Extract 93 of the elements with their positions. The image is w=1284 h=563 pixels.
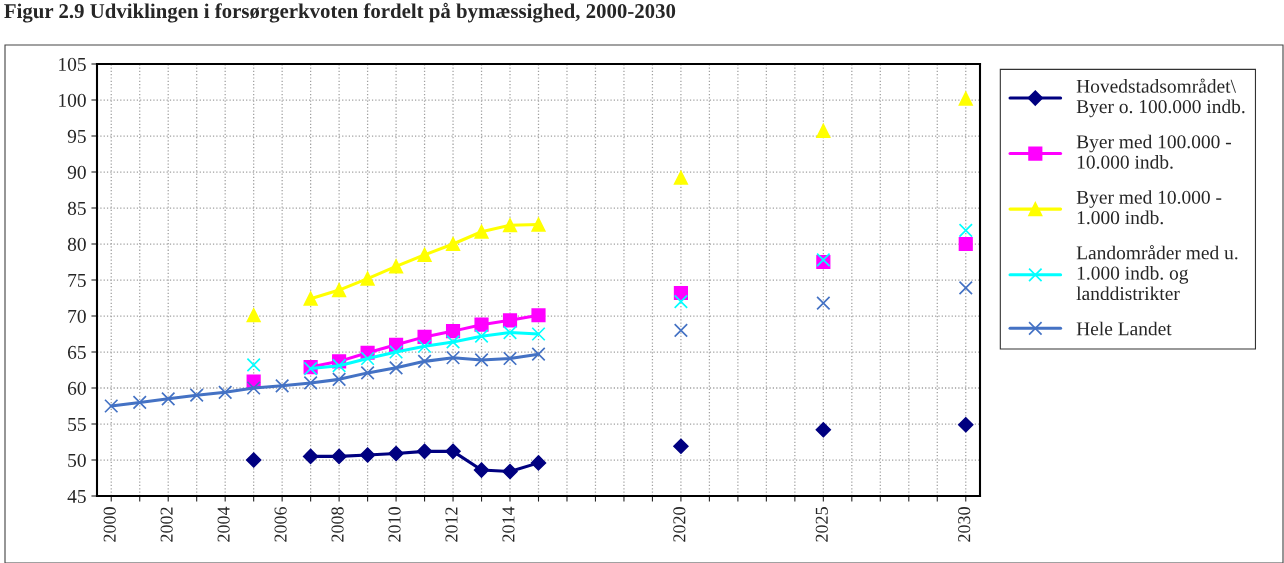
legend-label: Hele Landet (1076, 321, 1172, 336)
point (303, 291, 318, 306)
point (474, 352, 489, 368)
point (958, 417, 974, 433)
legend-label: Landområder med u. 1.000 indb. og landdistrikter (1076, 245, 1238, 301)
point (302, 448, 319, 465)
point (673, 323, 689, 338)
point (474, 317, 489, 332)
point (531, 217, 546, 232)
x-tick-label: 2014 (502, 506, 515, 542)
x-tick-label: 2010 (388, 507, 401, 542)
y-tick-label: 85 (67, 201, 86, 215)
point (815, 422, 832, 438)
point (189, 388, 204, 403)
point (502, 325, 518, 340)
x-tick-label: 2000 (103, 507, 116, 542)
point (246, 308, 261, 323)
x-tick-label: 2008 (331, 507, 344, 542)
point (417, 247, 432, 262)
legend-label: Hovedstadsområdet\ Byer o. 100.000 indb. (1076, 78, 1245, 118)
y-tick-label: 90 (67, 165, 86, 179)
point (445, 350, 461, 365)
point (445, 324, 461, 339)
point (332, 358, 347, 373)
point (445, 236, 461, 252)
point (958, 91, 973, 106)
point (388, 360, 404, 375)
point (246, 380, 261, 396)
point (502, 218, 518, 233)
point (502, 463, 518, 480)
point (958, 223, 973, 238)
x-tick-label: 2004 (217, 506, 230, 542)
point (673, 170, 689, 185)
point (445, 334, 461, 350)
point (275, 378, 290, 393)
y-tick-label: 50 (68, 453, 86, 467)
point (104, 398, 119, 414)
y-tick-label: 45 (67, 489, 86, 503)
legend-label: Byer med 100.000 - 10.000 indb. (1076, 134, 1231, 169)
point (388, 344, 404, 360)
point (473, 462, 490, 478)
point (360, 351, 375, 366)
point (531, 326, 546, 342)
legend-label: Byer med 10.000 - 1.000 indb. (1076, 190, 1222, 225)
y-tick-label: 80 (67, 237, 86, 251)
point (332, 372, 347, 387)
x-tick-label: 2002 (160, 507, 173, 542)
y-tick-label: 105 (59, 57, 86, 71)
point (531, 347, 546, 362)
point (360, 365, 375, 380)
point (531, 308, 546, 323)
chart-title: Figur 2.9 Udviklingen i forsørgerkvoten fordelt på bymæssighed, 2000-2030 (4, 2, 676, 23)
y-tick-label: 65 (67, 345, 86, 359)
point (246, 357, 261, 373)
y-tick-label: 95 (67, 129, 86, 143)
point (245, 452, 262, 468)
y-tick-label: 75 (68, 274, 86, 287)
point (360, 271, 375, 286)
point (502, 313, 518, 328)
x-tick-label: 2030 (958, 507, 971, 542)
point (816, 123, 831, 139)
point (331, 448, 347, 465)
point (332, 282, 347, 298)
point (303, 375, 318, 391)
y-tick-label: 55 (68, 418, 86, 431)
point (417, 339, 432, 354)
point (218, 385, 233, 400)
point (161, 391, 176, 406)
point (417, 329, 432, 344)
point (958, 280, 973, 296)
point (502, 351, 518, 366)
x-tick-label: 2006 (274, 506, 287, 542)
point (132, 395, 147, 410)
point (530, 455, 547, 471)
point (816, 295, 831, 311)
x-tick-label: 2020 (673, 507, 686, 542)
point (388, 445, 404, 462)
y-tick-label: 100 (59, 93, 86, 107)
point (474, 224, 489, 239)
point (388, 259, 404, 274)
point (958, 236, 973, 252)
point (359, 447, 376, 463)
x-tick-label: 2012 (445, 507, 458, 542)
y-tick-label: 70 (68, 309, 86, 323)
point (416, 443, 433, 460)
point (417, 354, 432, 369)
x-tick-label: 2025 (815, 507, 828, 542)
y-tick-label: 60 (67, 381, 86, 395)
point (673, 285, 689, 301)
point (474, 329, 489, 344)
point (673, 438, 689, 455)
point (673, 294, 689, 309)
point (445, 443, 461, 460)
